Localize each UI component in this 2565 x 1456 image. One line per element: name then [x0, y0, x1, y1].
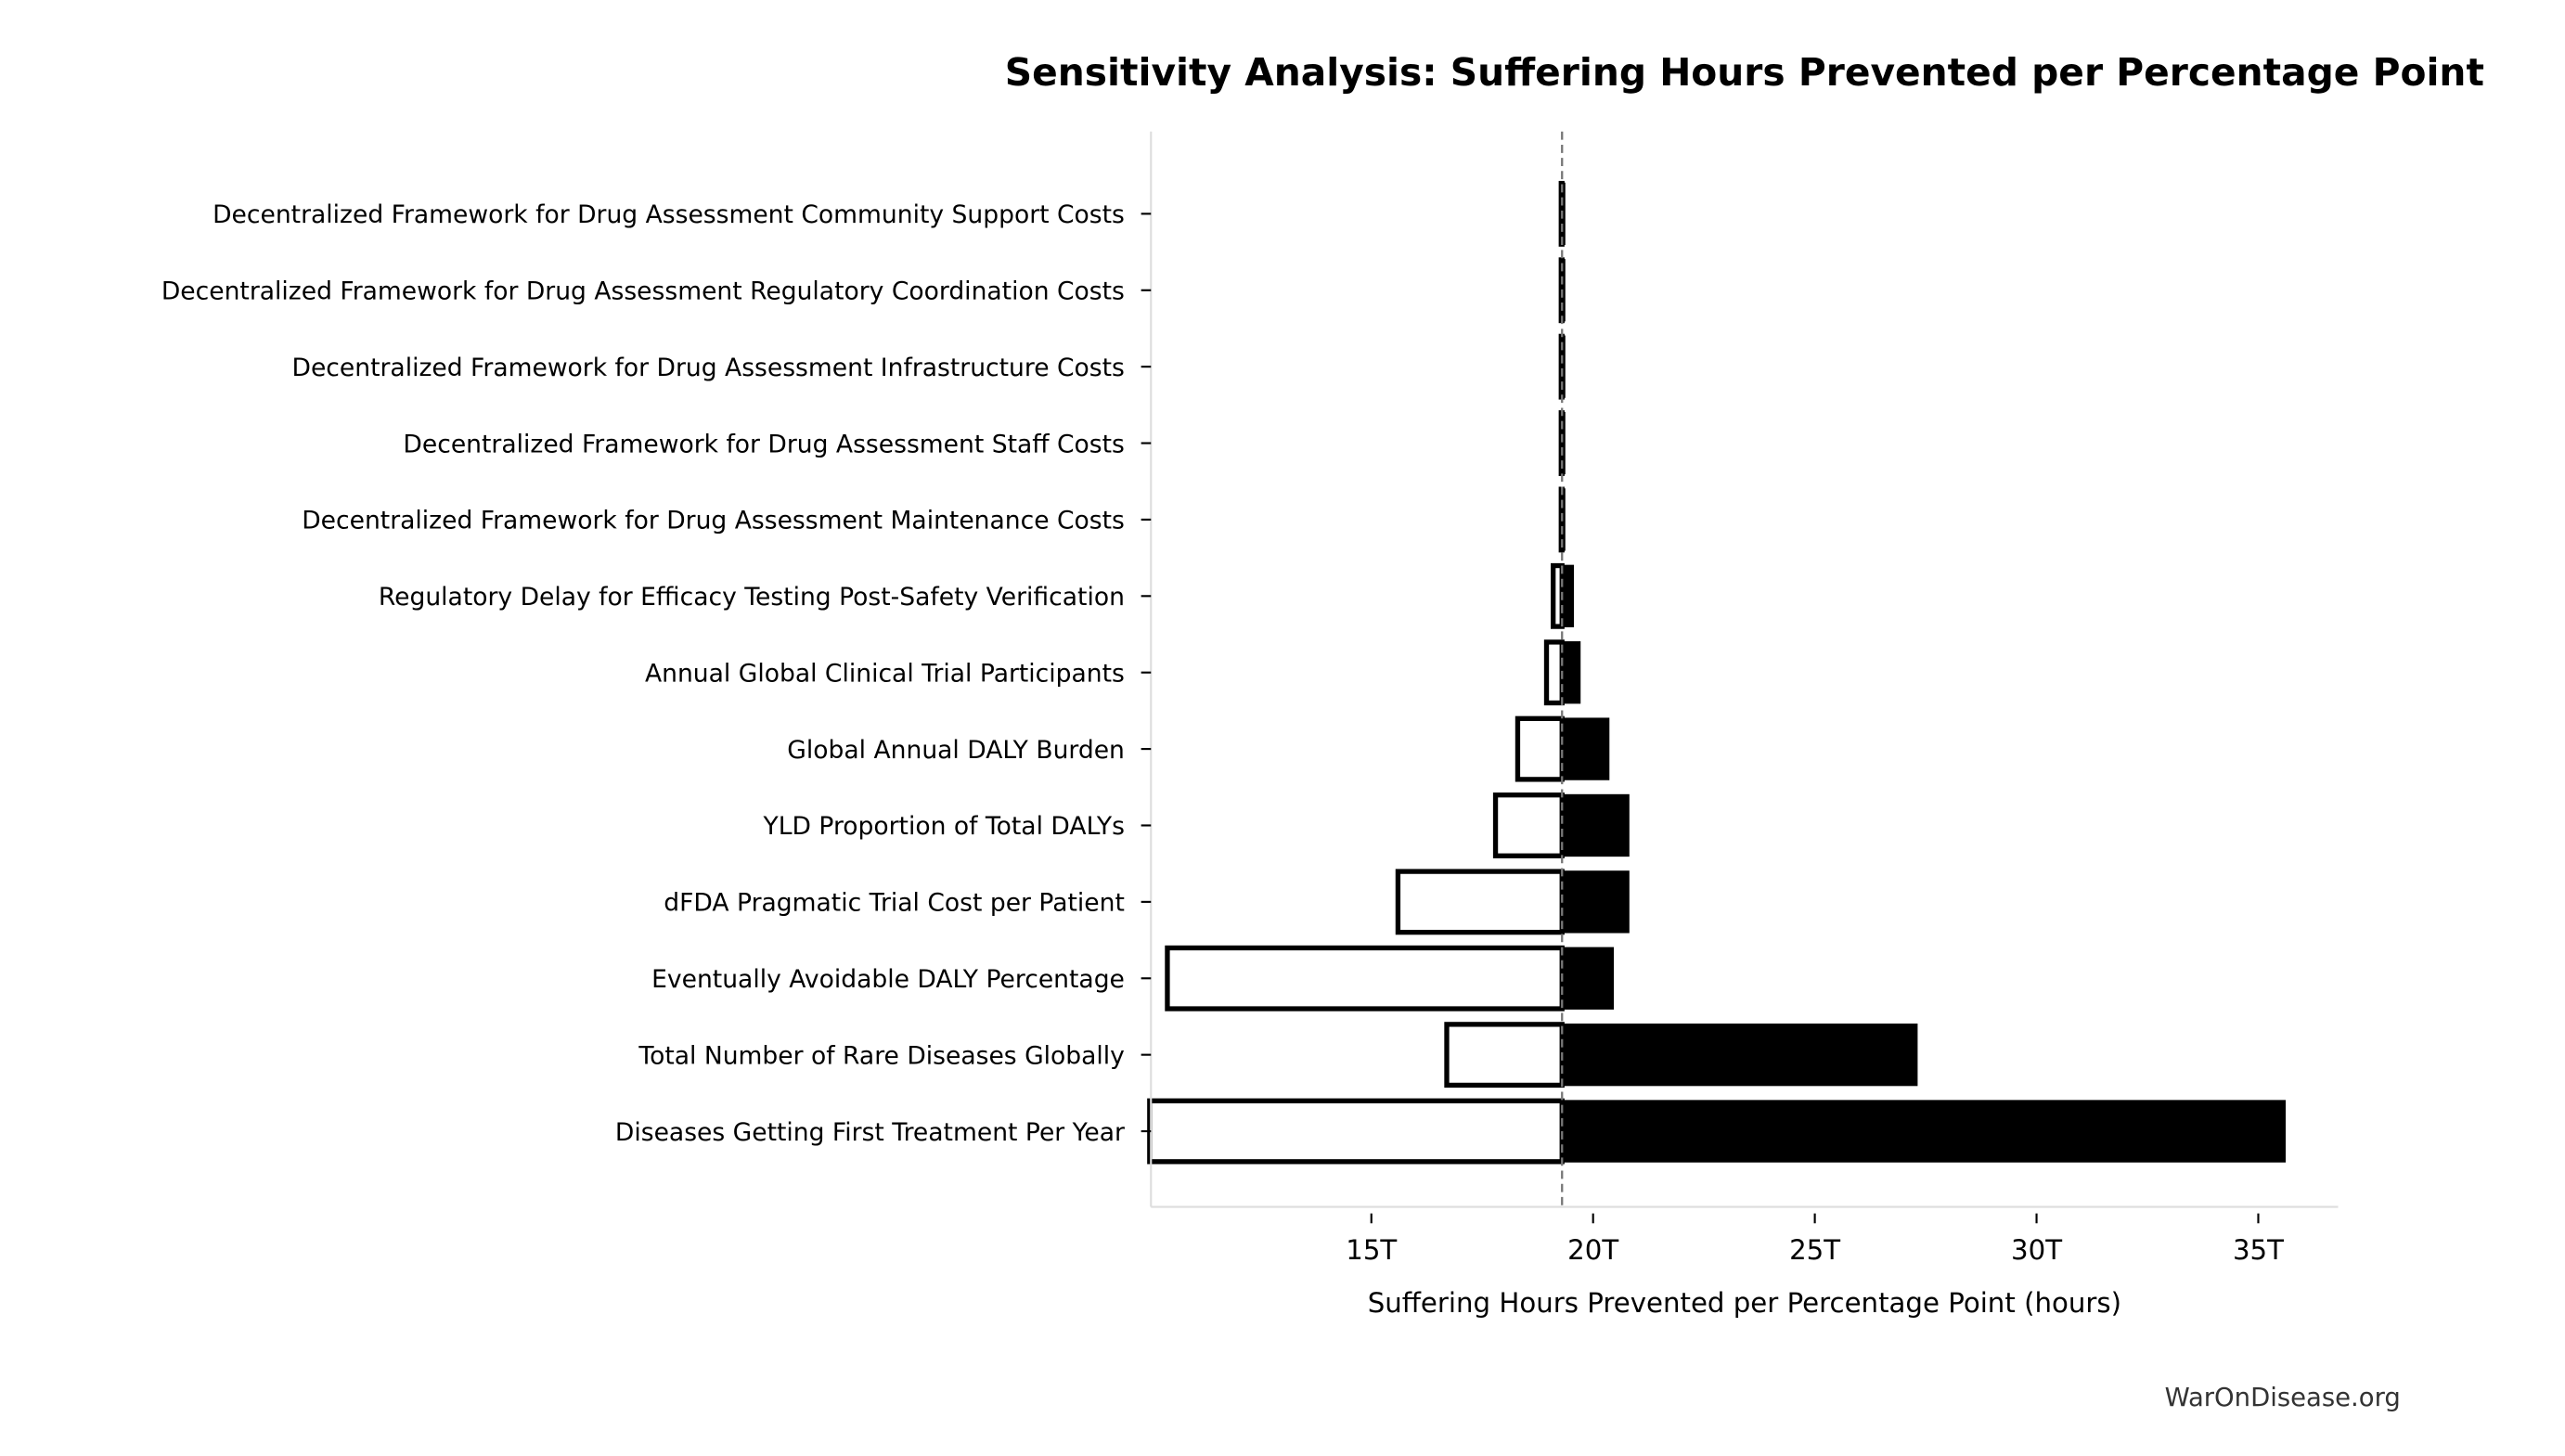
bar-high — [1561, 411, 1566, 475]
bar-high — [1561, 870, 1630, 934]
y-tick-label: Regulatory Delay for Efficacy Testing Po… — [379, 583, 1125, 612]
x-tick-label: 30T — [2011, 1234, 2062, 1266]
bar-low — [1147, 1098, 1565, 1165]
bar-high — [1561, 564, 1575, 627]
bar-high — [1561, 947, 1615, 1010]
x-tick-label: 15T — [1346, 1234, 1397, 1266]
bar-low — [1515, 715, 1565, 782]
y-tick-label: Global Annual DALY Burden — [787, 736, 1125, 765]
y-tick-labels: Decentralized Framework for Drug Assessm… — [161, 200, 1152, 1147]
y-tick-label: Eventually Avoidable DALY Percentage — [651, 965, 1125, 994]
bar-low — [1551, 562, 1565, 629]
x-ticks: 15T 20T 25T 30T 35T — [1346, 1213, 2284, 1266]
x-tick-label: 25T — [1789, 1234, 1840, 1266]
bar-high — [1561, 793, 1630, 857]
bar-low — [1165, 945, 1565, 1011]
bars-group — [1147, 180, 2287, 1165]
y-tick-label: Diseases Getting First Treatment Per Yea… — [615, 1118, 1125, 1147]
x-tick-label: 35T — [2233, 1234, 2284, 1266]
y-tick-label: Annual Global Clinical Trial Participant… — [645, 659, 1125, 688]
bar-low — [1444, 1022, 1565, 1089]
x-tick-label: 20T — [1567, 1234, 1618, 1266]
y-tick-label: dFDA Pragmatic Trial Cost per Patient — [664, 889, 1125, 918]
y-tick-label: Decentralized Framework for Drug Assessm… — [302, 507, 1125, 535]
watermark: WarOnDisease.org — [2165, 1384, 2401, 1412]
bar-high — [1561, 641, 1581, 704]
bar-high — [1561, 335, 1566, 398]
y-tick-label: YLD Proportion of Total DALYs — [762, 812, 1124, 841]
bar-high — [1561, 1100, 2287, 1163]
bar-low — [1492, 792, 1565, 858]
y-tick-label: Total Number of Rare Diseases Globally — [638, 1041, 1125, 1070]
bar-high — [1561, 717, 1610, 780]
bar-low — [1395, 869, 1565, 935]
y-tick-label: Decentralized Framework for Drug Assessm… — [213, 200, 1125, 229]
y-tick-label: Decentralized Framework for Drug Assessm… — [403, 430, 1124, 458]
chart-title: Sensitivity Analysis: Suffering Hours Pr… — [1005, 50, 2484, 95]
y-tick-label: Decentralized Framework for Drug Assessm… — [161, 277, 1125, 306]
bar-low — [1543, 639, 1565, 706]
x-axis-label: Suffering Hours Prevented per Percentage… — [1368, 1287, 2121, 1319]
bar-high — [1561, 1023, 1918, 1087]
y-tick-label: Decentralized Framework for Drug Assessm… — [292, 354, 1125, 382]
